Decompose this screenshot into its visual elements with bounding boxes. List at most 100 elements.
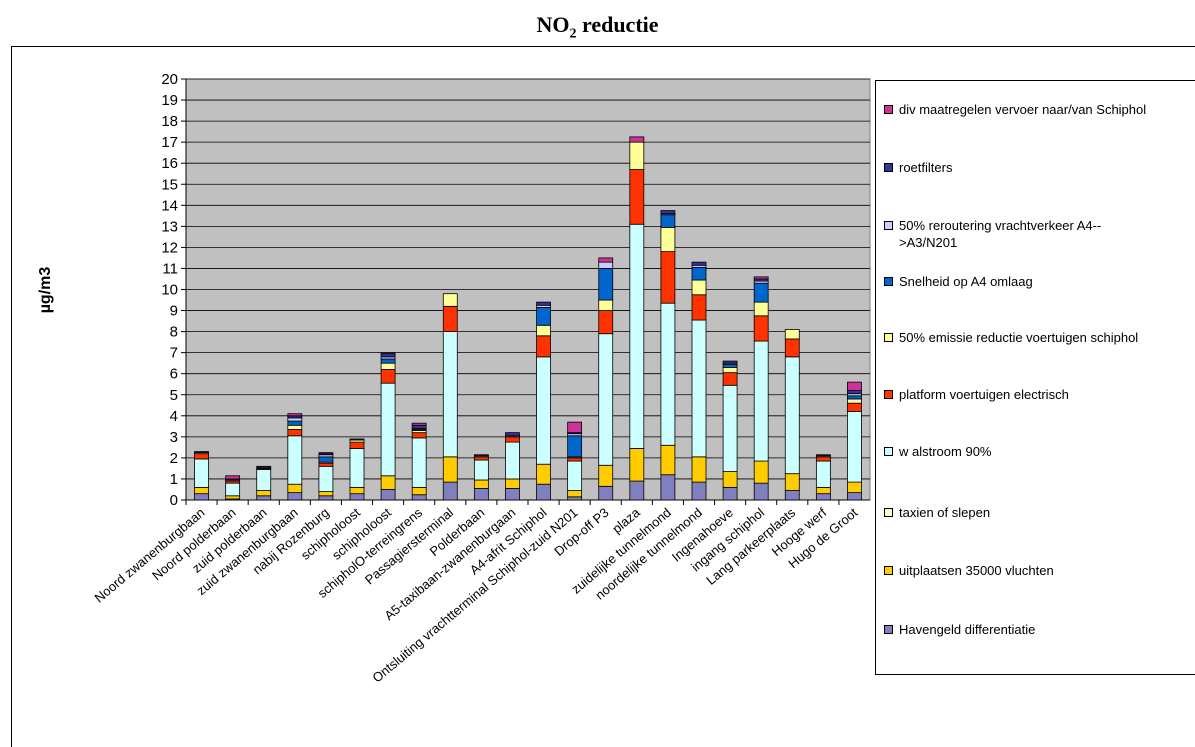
bar-segment [629, 223, 645, 449]
legend-item: 50% emissie reductie voertuigen schiphol [884, 329, 1138, 345]
bar-segment [411, 424, 427, 429]
y-tick-label: 15 [161, 176, 178, 193]
bar-segment [318, 456, 334, 463]
bar-segment [691, 481, 707, 501]
legend-label: w alstroom 90% [899, 443, 992, 459]
bar-segment [815, 486, 831, 495]
bar-segment [753, 276, 769, 280]
bar-segment [442, 293, 458, 307]
bar-segment [784, 473, 800, 491]
bar-segment [473, 479, 489, 489]
bar-segment [318, 452, 334, 455]
y-tick-label: 0 [170, 492, 178, 509]
bar-segment [411, 422, 427, 426]
bar-segment [318, 495, 334, 501]
bar-segment [598, 333, 614, 466]
legend-swatch [884, 162, 893, 172]
bar-segment [784, 356, 800, 475]
bar-segment [629, 480, 645, 501]
y-tick-label: 3 [170, 429, 178, 446]
bar-segment [753, 460, 769, 484]
bar-segment [411, 494, 427, 501]
legend-swatch [884, 507, 893, 517]
bar-segment [442, 331, 458, 458]
legend-item: w alstroom 90% [884, 443, 991, 459]
bar-segment [349, 486, 365, 495]
bar-segment [722, 360, 738, 364]
bar-segment [380, 362, 396, 370]
bar-segment [847, 390, 862, 395]
bar-segment [660, 474, 676, 501]
legend-label: platform voertuigen electrisch [899, 386, 1069, 402]
legend-item: uitplaatsen 35000 vluchten [884, 562, 1054, 578]
bar-segment [536, 324, 551, 337]
bar-segment [567, 421, 583, 434]
bar-segment [380, 352, 396, 355]
bar-segment [847, 398, 862, 404]
bar-segment [536, 463, 551, 485]
bar-segment [473, 459, 489, 481]
bar-segment [287, 435, 303, 485]
bar-segment [660, 227, 676, 253]
bar-segment [442, 456, 458, 483]
bar-segment [598, 257, 614, 263]
bar-segment [505, 432, 520, 437]
bar-segment [256, 469, 272, 491]
bar-segment [287, 413, 303, 417]
bar-segment [815, 454, 831, 457]
bar-segment [847, 481, 862, 494]
bar-segment [691, 279, 707, 296]
bar-segment [256, 490, 272, 497]
y-tick-label: 2 [170, 450, 178, 467]
chart-frame [11, 46, 1195, 747]
legend-item: taxien of slepen [884, 504, 990, 520]
bar-segment [691, 261, 707, 266]
chart-title: NO2 reductie [536, 12, 659, 42]
bar-segment [349, 441, 365, 449]
bar-segment [287, 420, 303, 426]
bar-segment [225, 482, 241, 497]
bar-segment [722, 363, 738, 368]
bar-segment [722, 384, 738, 472]
bar-segment [380, 382, 396, 477]
y-tick-label: 7 [170, 345, 178, 362]
legend-swatch [884, 276, 893, 286]
legend-label: roetfilters [899, 159, 953, 175]
y-tick-label: 8 [170, 324, 178, 341]
y-tick-label: 9 [170, 303, 178, 320]
bar-segment [349, 448, 365, 488]
bar-segment [753, 315, 769, 342]
legend-swatch [884, 389, 893, 399]
bar-segment [225, 495, 241, 500]
bar-segment [598, 268, 614, 301]
bar-segment [536, 301, 551, 306]
bar-segment [753, 282, 769, 303]
legend-label: uitplaatsen 35000 vluchten [899, 562, 1054, 578]
bar-segment [815, 493, 831, 501]
y-tick-label: 13 [161, 218, 178, 235]
legend-item: Snelheid op A4 omlaag [884, 273, 1033, 289]
bar-segment [691, 456, 707, 483]
legend-swatch [884, 446, 893, 456]
y-tick-label: 5 [170, 387, 178, 404]
bar-segment [784, 490, 800, 501]
bar-segment [784, 329, 800, 340]
bar-segment [287, 483, 303, 494]
bar-segment [784, 338, 800, 358]
bar-segment [660, 251, 676, 304]
y-tick-label: 20 [161, 71, 178, 88]
bar-segment [722, 372, 738, 386]
bar-segment [442, 305, 458, 332]
legend-swatch [884, 104, 893, 114]
bar-segment [598, 485, 614, 501]
bar-segment [660, 214, 676, 228]
bar-segment [194, 458, 209, 488]
bar-segment [536, 306, 551, 326]
bar-segment [691, 294, 707, 321]
bar-segment [505, 436, 520, 443]
legend-label: 50% emissie reductie voertuigen schiphol [899, 329, 1139, 345]
legend-label: Snelheid op A4 omlaag [899, 273, 1033, 289]
bar-segment [567, 435, 583, 458]
legend-label: 50% reroutering vrachtverkeer A4-->A3/N2… [899, 218, 1102, 250]
bar-segment [380, 358, 396, 364]
